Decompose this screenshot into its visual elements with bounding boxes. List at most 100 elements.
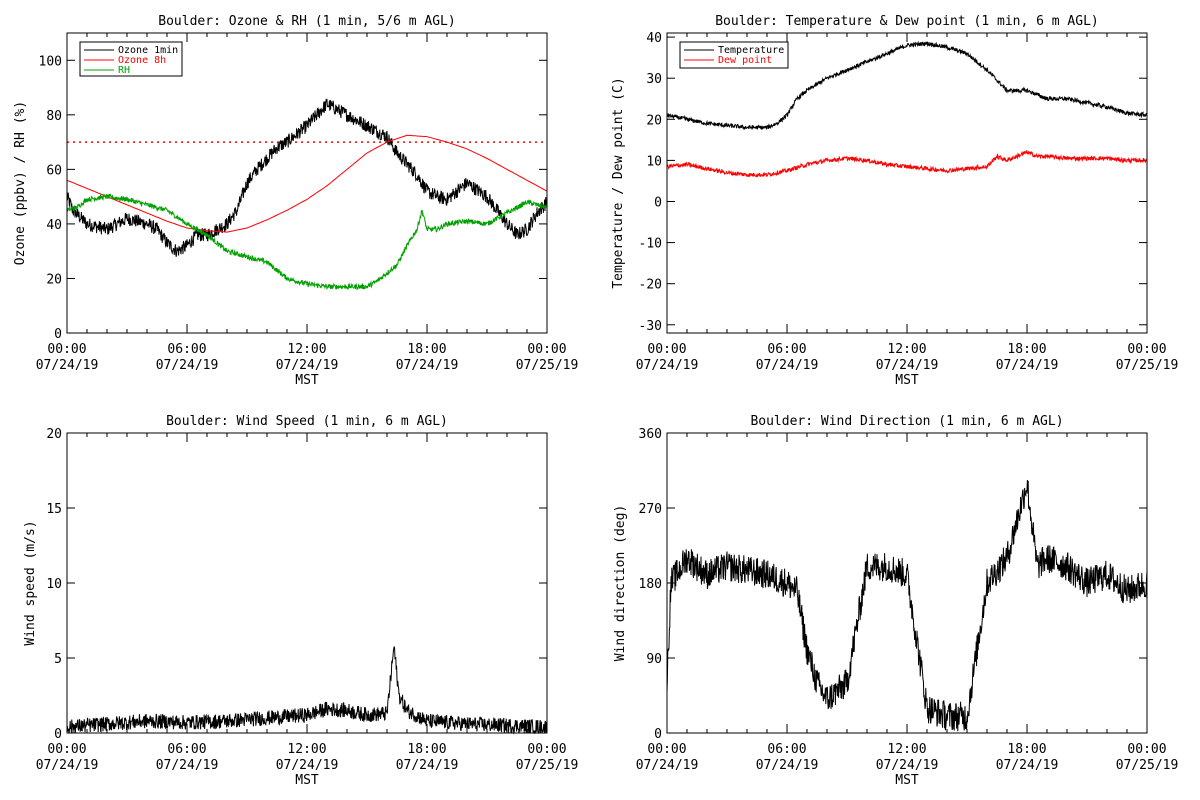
series-line (666, 40, 1148, 131)
y-tick-label: -30 (639, 319, 662, 334)
y-tick-label: 60 (46, 163, 62, 178)
y-tick-label: 0 (654, 727, 662, 742)
y-axis-label: Wind speed (m/s) (23, 520, 38, 645)
y-tick-label: 20 (46, 427, 62, 442)
x-tick-label-date: 07/24/19 (996, 358, 1059, 373)
x-tick-label: 00:00 (647, 342, 686, 357)
legend-entry: Dew point (718, 55, 772, 66)
x-tick-label-date: 07/24/19 (156, 758, 219, 773)
y-tick-label: 180 (639, 577, 662, 592)
panel-title: Boulder: Temperature & Dew point (1 min,… (715, 14, 1099, 29)
panel-title: Boulder: Wind Direction (1 min, 6 m AGL) (750, 414, 1063, 429)
panel-title: Boulder: Wind Speed (1 min, 6 m AGL) (166, 414, 448, 429)
y-tick-label: 15 (46, 502, 62, 517)
wind-direction-panel: Boulder: Wind Direction (1 min, 6 m AGL)… (613, 414, 1178, 788)
y-axis-label: Temperature / Dew point (C) (611, 77, 626, 288)
wind-speed-panel: Boulder: Wind Speed (1 min, 6 m AGL) Win… (23, 414, 578, 788)
plot-marks: 09018027036000:0007/24/1906:0007/24/1912… (636, 427, 1179, 773)
x-tick-label: 06:00 (767, 742, 806, 757)
y-tick-label: 270 (639, 502, 662, 517)
y-tick-label: 360 (639, 427, 662, 442)
x-axis-label: MST (295, 373, 319, 388)
y-axis-label: Wind direction (deg) (613, 505, 628, 662)
legend-entry: Ozone 1min (118, 45, 178, 56)
y-tick-label: 0 (654, 195, 662, 210)
ozone-rh-panel: Boulder: Ozone & RH (1 min, 5/6 m AGL) O… (13, 14, 578, 388)
x-tick-label-date: 07/24/19 (996, 758, 1059, 773)
x-tick-label-date: 07/24/19 (756, 358, 819, 373)
x-tick-label-date: 07/24/19 (396, 358, 459, 373)
legend-entry: RH (118, 65, 130, 76)
x-axis-label: MST (895, 773, 919, 788)
x-tick-label: 00:00 (647, 742, 686, 757)
y-tick-label: 90 (646, 652, 662, 667)
x-tick-label-date: 07/24/19 (36, 758, 99, 773)
series-line (666, 150, 1148, 179)
x-tick-label: 00:00 (47, 742, 86, 757)
x-tick-label: 18:00 (1007, 742, 1046, 757)
y-tick-label: 5 (54, 652, 62, 667)
y-tick-label: 100 (39, 54, 62, 69)
x-axis-label: MST (895, 373, 919, 388)
x-tick-label-date: 07/25/19 (516, 758, 579, 773)
y-tick-label: 20 (46, 272, 62, 287)
x-tick-label: 12:00 (887, 342, 926, 357)
temp-dewpoint-panel: Boulder: Temperature & Dew point (1 min,… (611, 14, 1178, 388)
plot-marks: 0510152000:0007/24/1906:0007/24/1912:000… (36, 427, 579, 773)
y-axis-label: Ozone (ppbv) / RH (%) (13, 101, 28, 265)
y-tick-label: 40 (646, 31, 662, 46)
x-tick-label: 00:00 (527, 742, 566, 757)
x-tick-label-date: 07/25/19 (1116, 358, 1179, 373)
x-tick-label-date: 07/24/19 (756, 758, 819, 773)
plot-marks: -30-20-1001020304000:0007/24/1906:0007/2… (636, 31, 1179, 373)
y-tick-label: -20 (639, 278, 662, 293)
plot-frame (666, 32, 1148, 334)
x-tick-label: 00:00 (1127, 342, 1166, 357)
x-tick-label: 12:00 (287, 742, 326, 757)
x-tick-label: 06:00 (167, 342, 206, 357)
legend-entry: Ozone 8h (118, 55, 166, 66)
x-tick-label-date: 07/24/19 (36, 358, 99, 373)
y-tick-label: 0 (54, 327, 62, 342)
x-tick-label: 00:00 (47, 342, 86, 357)
series-line (66, 646, 548, 735)
y-tick-label: 30 (646, 72, 662, 87)
y-tick-label: 40 (46, 218, 62, 233)
x-tick-label: 18:00 (407, 742, 446, 757)
x-tick-label: 06:00 (167, 742, 206, 757)
panel-title: Boulder: Ozone & RH (1 min, 5/6 m AGL) (158, 14, 455, 29)
x-axis-label: MST (295, 773, 319, 788)
x-tick-label: 18:00 (1007, 342, 1046, 357)
legend: Ozone 1min Ozone 8h RH (79, 41, 183, 77)
x-tick-label: 06:00 (767, 342, 806, 357)
x-tick-label-date: 07/24/19 (876, 358, 939, 373)
x-tick-label: 12:00 (887, 742, 926, 757)
y-tick-label: 10 (646, 154, 662, 169)
series-line (666, 479, 1148, 732)
y-tick-label: 80 (46, 109, 62, 124)
plot-frame (66, 32, 548, 334)
x-tick-label-date: 07/24/19 (276, 758, 339, 773)
plot-marks: 02040608010000:0007/24/1906:0007/24/1912… (36, 33, 579, 373)
x-tick-label: 00:00 (527, 342, 566, 357)
x-tick-label: 00:00 (1127, 742, 1166, 757)
legend-entry: Temperature (718, 45, 784, 56)
series-line (66, 98, 548, 257)
x-tick-label-date: 07/24/19 (876, 758, 939, 773)
series-line (66, 193, 548, 291)
legend: Temperature Dew point (679, 41, 789, 69)
legend-box (79, 41, 183, 77)
x-tick-label: 12:00 (287, 342, 326, 357)
x-tick-label-date: 07/24/19 (396, 758, 459, 773)
series-line (66, 134, 548, 233)
x-tick-label-date: 07/25/19 (516, 358, 579, 373)
x-tick-label-date: 07/24/19 (276, 358, 339, 373)
x-tick-label-date: 07/24/19 (636, 758, 699, 773)
y-tick-label: 10 (46, 577, 62, 592)
y-tick-label: 20 (646, 113, 662, 128)
plot-frame (666, 432, 1148, 734)
plot-frame (66, 432, 548, 734)
legend-box (679, 41, 789, 69)
x-tick-label-date: 07/25/19 (1116, 758, 1179, 773)
